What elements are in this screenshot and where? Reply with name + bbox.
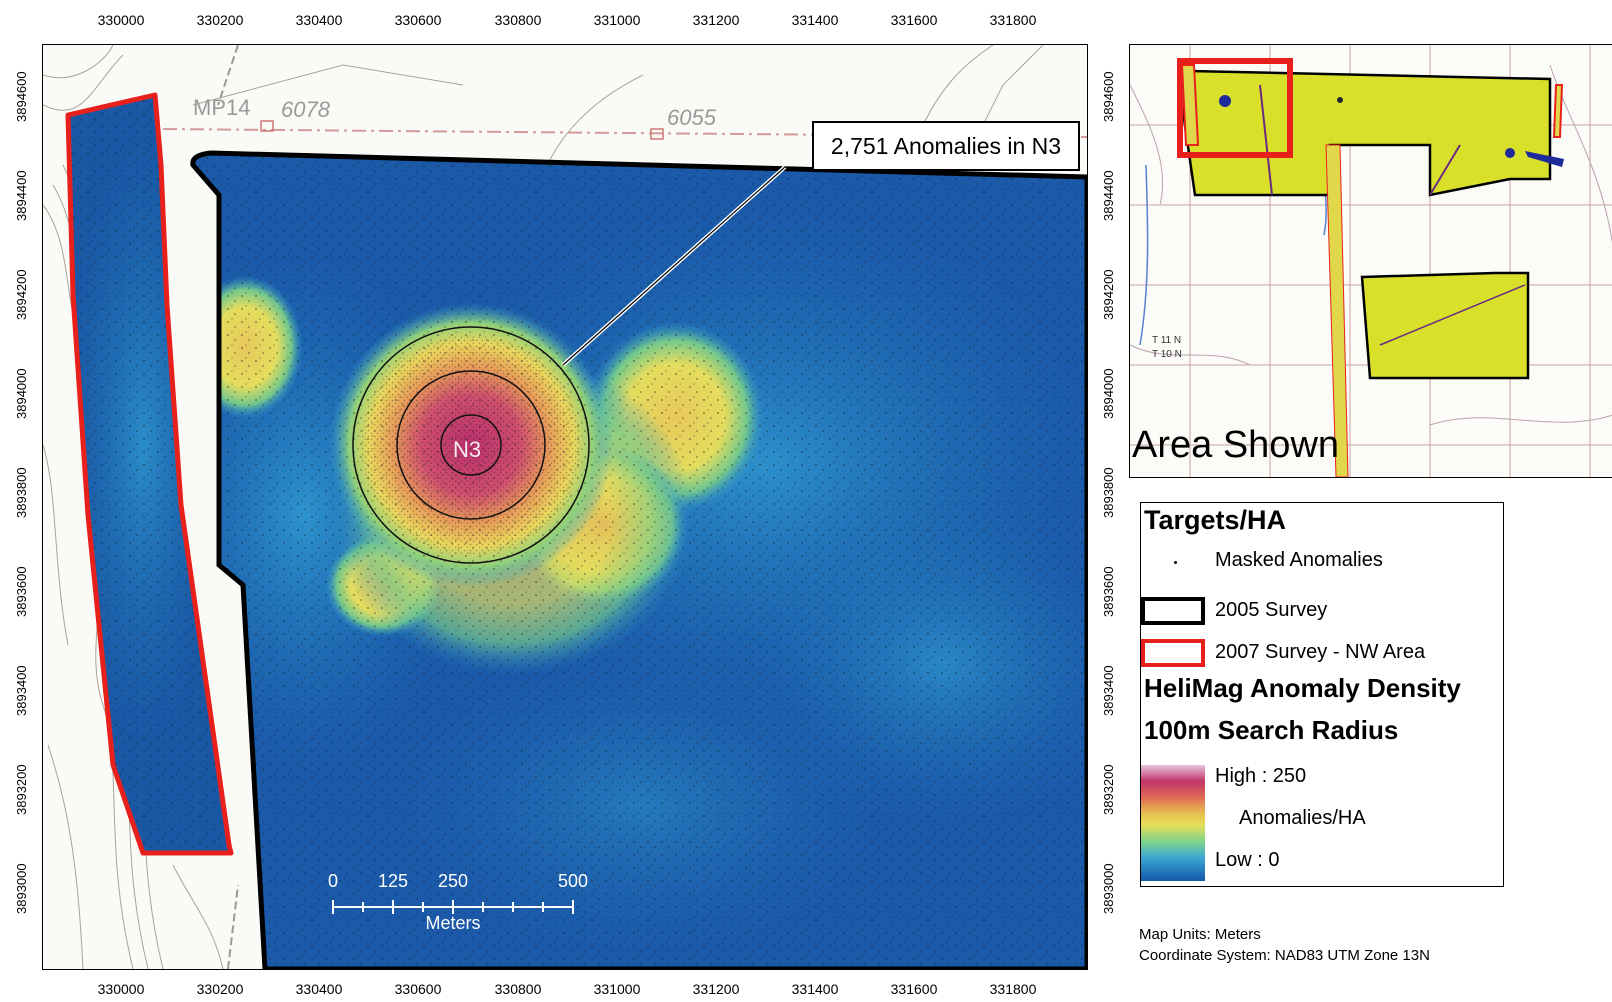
x-tick-label: 330000 — [97, 981, 145, 997]
legend-high-label: High : 250 — [1215, 765, 1307, 787]
x-tick-label: 331200 — [692, 12, 740, 28]
legend-label: Masked Anomalies — [1215, 549, 1383, 571]
inset-survey-north — [1180, 69, 1552, 197]
area-shown-box — [1177, 58, 1293, 158]
milepost-marker — [650, 128, 664, 140]
inset-area-shown-label: Area Shown — [1132, 424, 1340, 466]
scale-tick-label: 0 — [327, 871, 339, 891]
scale-tick-label: 500 — [557, 871, 589, 891]
legend-title: Targets/HA — [1144, 505, 1287, 535]
inset-survey-south — [1360, 271, 1530, 380]
x-tick-label: 330800 — [494, 12, 542, 28]
legend-label: 2007 Survey - NW Area — [1215, 641, 1426, 663]
search-radius-rings — [352, 326, 590, 564]
legend-unit-label: Anomalies/HA — [1239, 807, 1366, 829]
x-tick-label: 331000 — [593, 12, 641, 28]
coordinate-system-note: Coordinate System: NAD83 UTM Zone 13N — [1139, 947, 1430, 964]
x-tick-label: 331600 — [890, 12, 938, 28]
topo-label: 6055 — [667, 105, 717, 130]
x-tick-label: 330200 — [196, 12, 244, 28]
legend: Targets/HA Masked Anomalies 2005 Survey … — [1140, 502, 1504, 887]
milepost-marker — [260, 120, 274, 132]
x-tick-label: 331800 — [989, 981, 1037, 997]
legend-density-title: HeliMag Anomaly Density — [1144, 673, 1461, 703]
survey-2007-swatch — [1141, 639, 1205, 667]
x-tick-label: 331800 — [989, 12, 1037, 28]
y-tick-label: 3894400 — [14, 170, 29, 221]
scale-bar — [332, 900, 574, 914]
township-label: T 11 N — [1152, 335, 1181, 346]
survey-2007-outline — [65, 92, 234, 856]
legend-radius-title: 100m Search Radius — [1144, 715, 1399, 745]
y-tick-label: 3893600 — [1101, 566, 1116, 617]
y-tick-label: 3893400 — [1101, 665, 1116, 716]
y-tick-label: 3893600 — [14, 566, 29, 617]
anomaly-count-callout: 2,751 Anomalies in N3 — [812, 121, 1080, 171]
inset-map-canvas: T 11 N T 10 N — [1130, 45, 1612, 477]
road-line — [162, 128, 1087, 138]
y-tick-label: 3894400 — [1101, 170, 1116, 221]
y-tick-label: 3894200 — [14, 269, 29, 320]
x-tick-label: 330400 — [295, 981, 343, 997]
inset-grid — [1130, 45, 1612, 477]
x-tick-label: 331000 — [593, 981, 641, 997]
inset-map[interactable]: T 11 N T 10 N — [1129, 44, 1612, 478]
y-tick-label: 3893400 — [14, 665, 29, 716]
y-tick-label: 3893800 — [1101, 467, 1116, 518]
x-tick-label: 331400 — [791, 12, 839, 28]
x-tick-label: 330000 — [97, 12, 145, 28]
survey-2005-outline — [190, 150, 1087, 969]
y-tick-label: 3894200 — [1101, 269, 1116, 320]
x-tick-label: 331600 — [890, 981, 938, 997]
x-tick-label: 330600 — [394, 12, 442, 28]
x-tick-label: 330800 — [494, 981, 542, 997]
y-tick-label: 3894000 — [14, 368, 29, 419]
x-tick-label: 330200 — [196, 981, 244, 997]
scale-unit-label: Meters — [425, 913, 481, 933]
survey-2005-swatch — [1141, 597, 1205, 625]
scale-tick-label: 125 — [377, 871, 409, 891]
township-label: T 10 N — [1152, 349, 1182, 360]
density-2005 — [192, 153, 1087, 969]
inset-road-strip — [1325, 144, 1349, 477]
x-tick-label: 330600 — [394, 981, 442, 997]
y-tick-label: 3893200 — [14, 764, 29, 815]
legend-label: 2005 Survey — [1215, 599, 1328, 621]
scale-tick-label: 250 — [437, 871, 469, 891]
x-tick-label: 331400 — [791, 981, 839, 997]
y-tick-label: 3893800 — [14, 467, 29, 518]
y-tick-label: 3893000 — [14, 863, 29, 914]
y-tick-label: 3894000 — [1101, 368, 1116, 419]
anomaly-dot-icon — [1174, 561, 1177, 564]
main-map-canvas: MP14 6078 6055 N3 — [43, 45, 1087, 969]
y-tick-label: 3894600 — [1101, 71, 1116, 122]
density-color-ramp — [1141, 765, 1205, 881]
topo-label: MP14 — [193, 95, 250, 120]
topo-label: 6078 — [281, 97, 331, 122]
x-tick-label: 331200 — [692, 981, 740, 997]
inset-nw-strip — [1180, 64, 1200, 146]
area-label-n3: N3 — [453, 437, 481, 462]
x-tick-label: 330400 — [295, 12, 343, 28]
map-units-note: Map Units: Meters — [1139, 926, 1261, 943]
legend-low-label: Low : 0 — [1215, 849, 1280, 871]
y-tick-label: 3893000 — [1101, 863, 1116, 914]
main-map[interactable]: MP14 6078 6055 N3 0 125 250 500 Meters — [42, 44, 1088, 970]
y-tick-label: 3893200 — [1101, 764, 1116, 815]
y-tick-label: 3894600 — [14, 71, 29, 122]
